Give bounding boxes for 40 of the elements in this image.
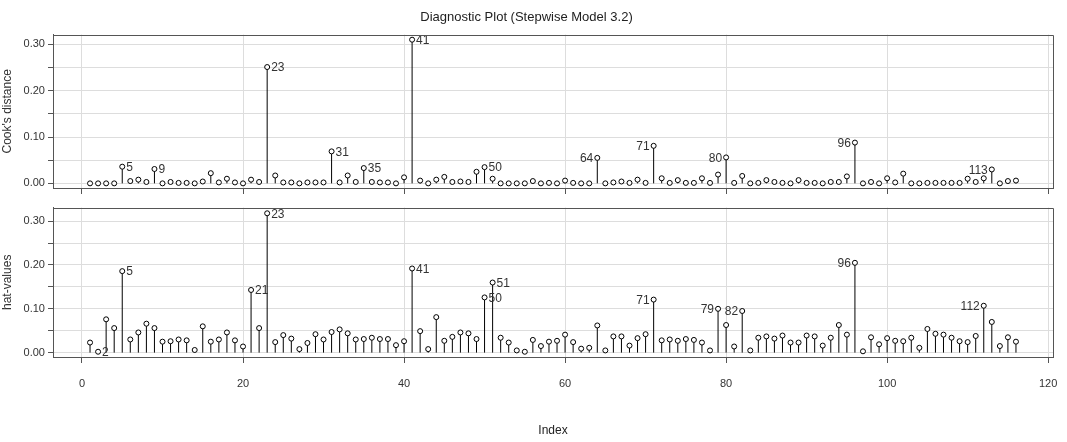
annotation: 112: [960, 299, 981, 314]
annotation: 50: [488, 160, 503, 175]
y-axis-title: Cook's distance: [0, 68, 14, 154]
y-tick-label: 0.30: [23, 214, 45, 227]
y-tick-label: 0.30: [23, 37, 45, 50]
x-tick-label: 20: [236, 376, 250, 389]
x-tick-label: 120: [1038, 376, 1058, 389]
x-tick-label: 0: [78, 376, 86, 389]
y-tick-label: 0.10: [23, 130, 45, 143]
annotation: 79: [700, 302, 715, 317]
annotation: 5: [126, 159, 134, 174]
annotation: 2: [102, 345, 110, 360]
annotation: 5: [126, 264, 134, 279]
y-tick-label: 0.20: [23, 83, 45, 96]
y-tick-label: 0.00: [23, 176, 45, 189]
y-axis-title: hat-values: [0, 254, 14, 310]
x-tick-label: 60: [558, 376, 572, 389]
annotation: 41: [416, 261, 430, 276]
y-tick-label: 0.00: [23, 345, 45, 358]
x-tick-label: 80: [719, 376, 733, 389]
x-axis-title: Index: [538, 423, 568, 438]
annotation: 71: [636, 139, 650, 154]
y-tick-label: 0.10: [23, 301, 45, 314]
annotation: 64: [579, 151, 594, 166]
x-tick-label: 100: [877, 376, 897, 389]
chart-title: Diagnostic Plot (Stepwise Model 3.2): [420, 9, 633, 25]
annotation: 96: [837, 135, 852, 150]
annotation: 23: [271, 60, 285, 75]
y-tick-label: 0.20: [23, 258, 45, 271]
annotation: 23: [271, 206, 285, 221]
annotation: 96: [837, 256, 852, 271]
annotation: 113: [968, 162, 989, 177]
annotation: 31: [335, 144, 350, 159]
annotation: 80: [708, 150, 723, 165]
annotation: 35: [367, 161, 382, 176]
annotation: 51: [496, 275, 511, 290]
annotation: 9: [158, 162, 166, 177]
x-tick-label: 40: [397, 376, 411, 389]
annotation: 82: [724, 304, 739, 319]
annotation: 71: [636, 292, 650, 307]
